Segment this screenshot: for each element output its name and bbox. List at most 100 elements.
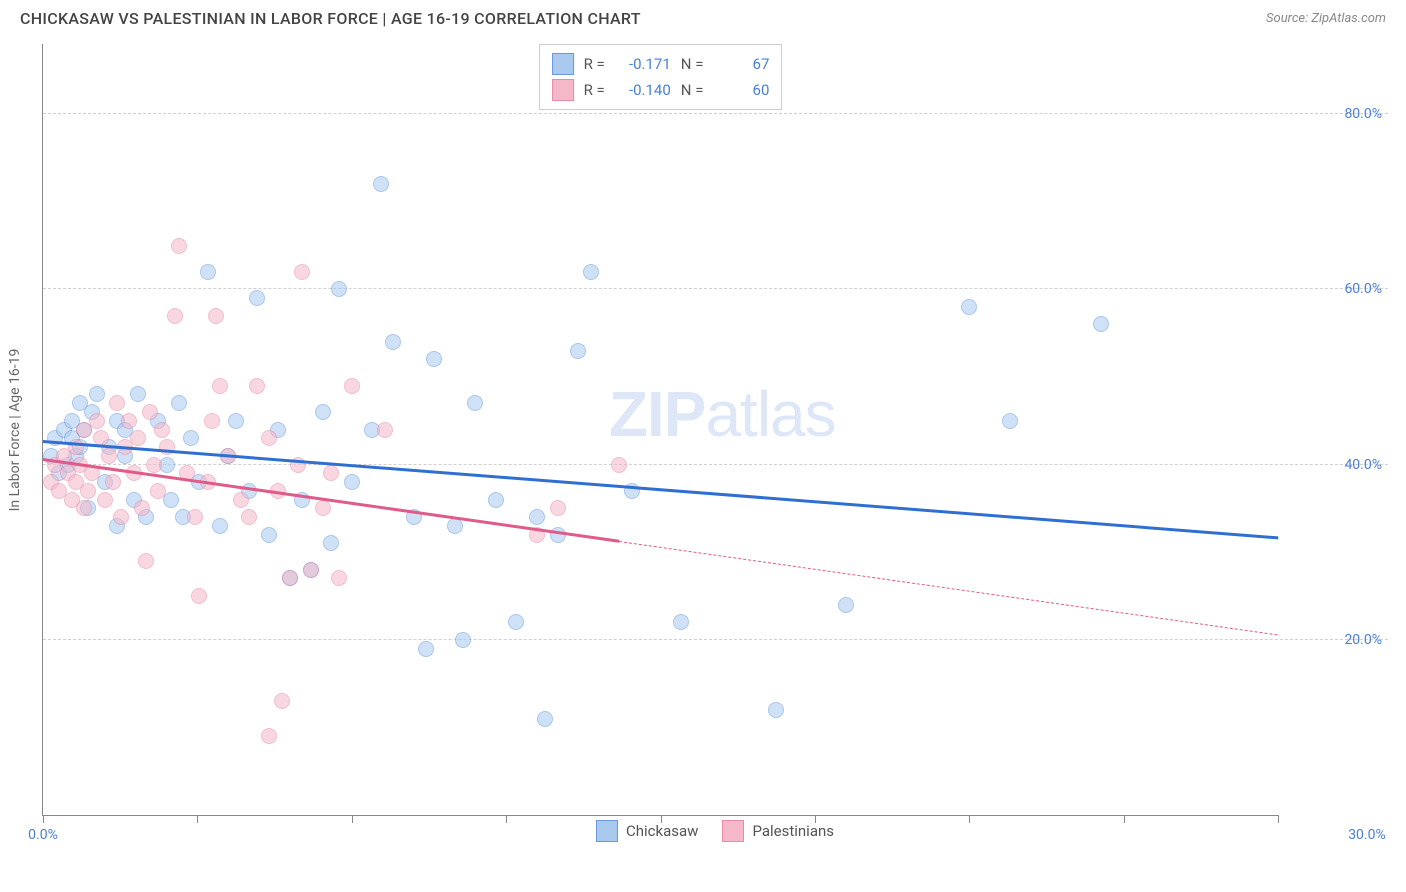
x-tick [43,815,44,823]
data-point [138,553,154,569]
data-point [537,711,553,727]
data-point [261,527,277,543]
r-value-1: -0.171 [615,55,671,73]
data-point [121,413,137,429]
data-point [315,500,331,516]
legend-item-palestinians: Palestinians [722,820,834,842]
data-point [611,457,627,473]
data-point [171,395,187,411]
data-point [76,500,92,516]
data-point [200,264,216,280]
data-point [249,378,265,394]
trend-line [43,440,1278,539]
data-point [385,334,401,350]
x-tick [1124,815,1125,823]
legend-swatch-palestinians [552,79,574,101]
data-point [130,430,146,446]
data-point [204,413,220,429]
data-point [961,299,977,315]
r-value-2: -0.140 [615,81,671,99]
data-point [1093,316,1109,332]
stats-legend-row-2: R = -0.140 N = 60 [552,77,770,103]
data-point [426,351,442,367]
data-point [294,264,310,280]
x-tick [197,815,198,823]
watermark: ZIPatlas [609,377,836,451]
data-point [570,343,586,359]
gridline [43,464,1388,465]
data-point [80,483,96,499]
y-tick-label: 40.0% [1344,457,1382,473]
data-point [146,457,162,473]
legend-item-chickasaw: Chickasaw [596,820,698,842]
data-point [212,518,228,534]
data-point [303,562,319,578]
data-point [134,500,150,516]
gridline [43,113,1388,114]
y-tick-label: 60.0% [1344,281,1382,297]
chart-title: CHICKASAW VS PALESTINIAN IN LABOR FORCE … [20,9,641,28]
data-point [228,413,244,429]
data-point [191,588,207,604]
stats-legend-row-1: R = -0.171 N = 67 [552,51,770,77]
x-tick [1278,815,1279,823]
data-point [455,632,471,648]
data-point [167,308,183,324]
data-point [508,614,524,630]
legend-swatch-chickasaw [552,53,574,75]
data-point [488,492,504,508]
plot-area: In Labor Force | Age 16-19 ZIPatlas R = … [42,44,1278,816]
data-point [274,693,290,709]
data-point [673,614,689,630]
data-point [768,702,784,718]
data-point [315,404,331,420]
x-tick-label: 0.0% [28,827,58,843]
data-point [261,430,277,446]
data-point [171,238,187,254]
data-point [113,509,129,525]
data-point [183,430,199,446]
trend-line-extrapolated [619,541,1278,635]
data-point [1002,413,1018,429]
data-point [550,500,566,516]
data-point [447,518,463,534]
data-point [373,176,389,192]
data-point [323,535,339,551]
x-tick [352,815,353,823]
y-tick-label: 80.0% [1344,106,1382,122]
data-point [130,386,146,402]
data-point [105,474,121,490]
n-value-2: 60 [713,81,769,99]
legend-swatch-icon [722,820,744,842]
data-point [418,641,434,657]
data-point [212,378,228,394]
data-point [331,570,347,586]
chart-container: CHICKASAW VS PALESTINIAN IN LABOR FORCE … [0,0,1406,892]
data-point [97,492,113,508]
y-tick-label: 20.0% [1344,632,1382,648]
x-tick [969,815,970,823]
data-point [154,422,170,438]
data-point [550,527,566,543]
source-attribution: Source: ZipAtlas.com [1266,11,1386,26]
y-axis-label: In Labor Force | Age 16-19 [7,348,23,511]
data-point [101,448,117,464]
data-point [377,422,393,438]
data-point [89,413,105,429]
data-point [261,728,277,744]
x-tick-label: 30.0% [1348,827,1386,843]
data-point [331,281,347,297]
data-point [241,509,257,525]
chart-wrapper: In Labor Force | Age 16-19 ZIPatlas R = … [42,44,1388,846]
data-point [323,465,339,481]
data-point [583,264,599,280]
data-point [142,404,158,420]
data-point [529,509,545,525]
data-point [249,290,265,306]
data-point [838,597,854,613]
data-point [233,492,249,508]
data-point [344,474,360,490]
x-tick [506,815,507,823]
stats-legend: R = -0.171 N = 67 R = -0.140 N = 60 [539,44,783,110]
data-point [208,308,224,324]
